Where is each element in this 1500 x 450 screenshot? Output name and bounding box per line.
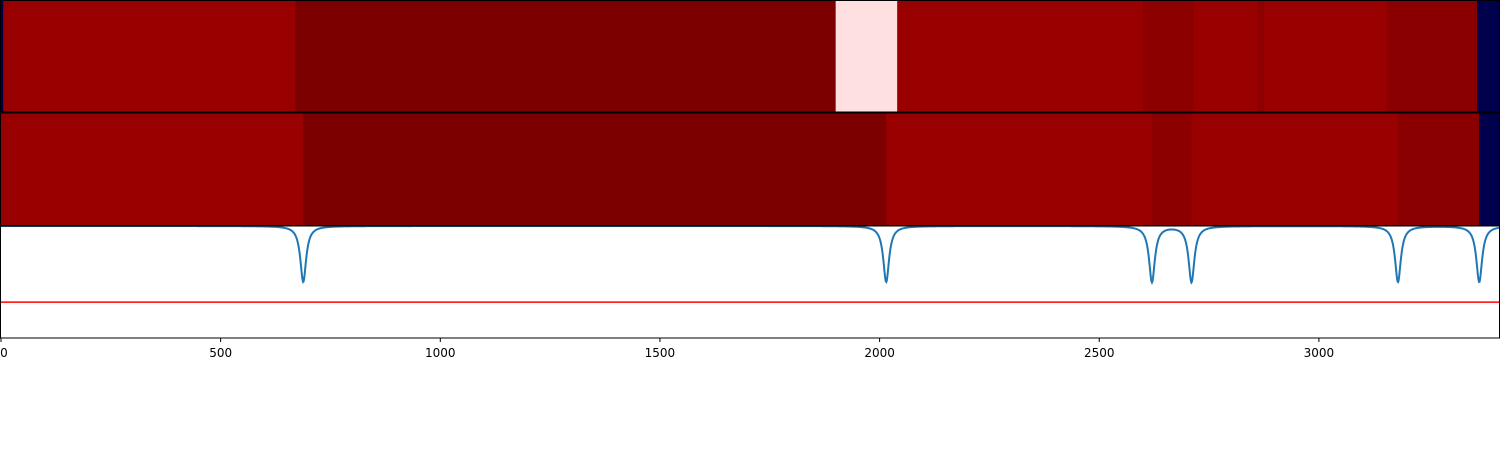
- middle-segment-2: [886, 113, 1153, 225]
- signal-plot: [0, 225, 1500, 338]
- x-axis: 0 500 1000 1500 2000 2500 3000: [0, 338, 1334, 360]
- top-segment-0: [1, 1, 4, 112]
- x-tick-label-1000: 1000: [425, 346, 456, 360]
- top-segment-2: [295, 1, 837, 112]
- middle-segment-3: [1151, 113, 1192, 225]
- top-segment-3: [835, 1, 898, 112]
- middle-segment-6: [1479, 113, 1500, 225]
- x-tick-label-500: 500: [209, 346, 232, 360]
- top-segment-7: [1257, 1, 1265, 112]
- top-segment-8: [1263, 1, 1388, 112]
- x-tick-label-0: 0: [0, 346, 8, 360]
- signal-plot-background: [0, 226, 1500, 338]
- x-tick-label-3000: 3000: [1304, 346, 1335, 360]
- top-segment-1: [3, 1, 296, 112]
- top-segment-9: [1386, 1, 1478, 112]
- top-segment-5: [1143, 1, 1195, 112]
- heatmap-middle: [1, 113, 1500, 225]
- x-tick-label-2000: 2000: [864, 346, 895, 360]
- middle-segment-1: [303, 113, 887, 225]
- middle-segment-5: [1397, 113, 1480, 225]
- middle-segment-0: [1, 113, 304, 225]
- heatmap-top: [1, 1, 1500, 112]
- top-segment-10: [1477, 1, 1500, 112]
- x-tick-label-2500: 2500: [1084, 346, 1115, 360]
- top-segment-4: [897, 1, 1144, 112]
- x-tick-label-1500: 1500: [645, 346, 676, 360]
- top-segment-6: [1193, 1, 1258, 112]
- middle-segment-4: [1191, 113, 1399, 225]
